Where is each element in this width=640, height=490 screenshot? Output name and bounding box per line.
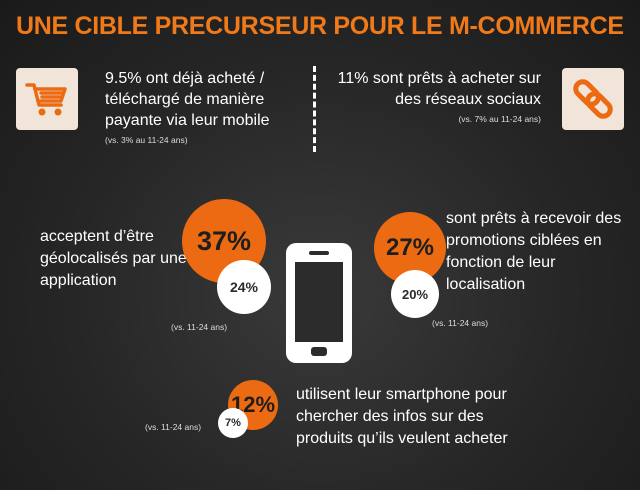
search-note: (vs. 11-24 ans) [145, 422, 202, 432]
promo-text: sont prêts à recevoir des promotions cib… [446, 210, 622, 293]
top-right-note: (vs. 7% au 11-24 ans) [458, 114, 541, 124]
link-icon-box [562, 68, 624, 130]
geo-value: 37% [196, 225, 252, 256]
top-left-note: (vs. 3% au 11-24 ans) [105, 135, 188, 145]
top-left-text: 9.5% ont déjà acheté / téléchargé de man… [105, 70, 270, 129]
smartphone-icon [286, 243, 352, 363]
top-right-text: 11% sont prêts à acheter sur des réseaux… [337, 70, 541, 108]
dashed-divider [313, 66, 316, 152]
geo-text: acceptent d’être géolocalisés par une ap… [40, 228, 187, 289]
geo-compare-circle: 24% [217, 260, 271, 314]
search-value-circle: 12% [228, 380, 278, 430]
top-right-stat: 11% sont prêts à acheter sur des réseaux… [333, 68, 541, 125]
promo-value: 27% [385, 234, 435, 261]
search-text: utilisent leur smartphone pour chercher … [296, 386, 508, 447]
chain-link-icon [573, 79, 613, 119]
promo-note: (vs. 11-24 ans) [432, 318, 489, 328]
promo-compare-value: 20% [401, 286, 429, 302]
shopping-cart-icon [25, 83, 67, 116]
top-left-stat: 9.5% ont déjà acheté / téléchargé de man… [105, 68, 305, 146]
search-compare-circle: 7% [218, 408, 248, 438]
cart-icon-box [16, 68, 78, 130]
geo-compare-value: 24% [229, 279, 259, 295]
page-title: UNE CIBLE PRECURSEUR POUR LE M-COMMERCE [16, 12, 624, 40]
search-compare-value: 7% [225, 417, 241, 429]
promo-compare-circle: 20% [391, 270, 439, 318]
geo-note: (vs. 11-24 ans) [171, 322, 228, 332]
